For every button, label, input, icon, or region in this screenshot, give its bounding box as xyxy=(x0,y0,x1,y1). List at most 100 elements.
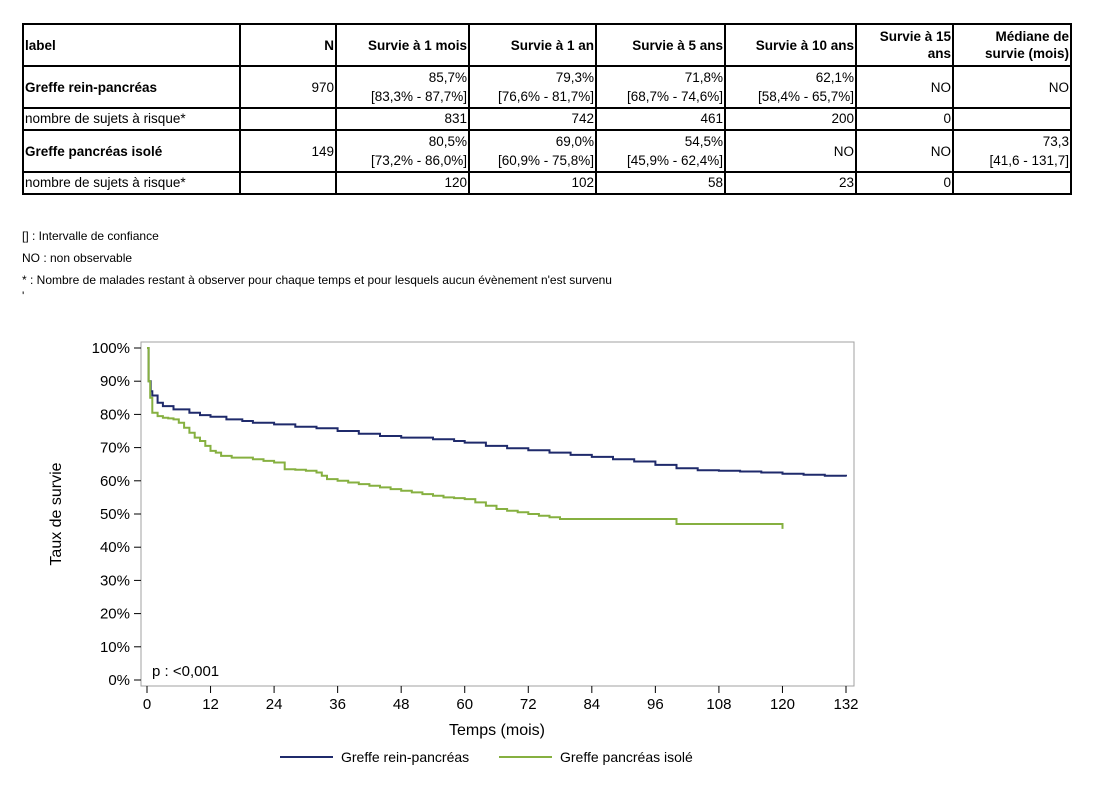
risk-cell: 200 xyxy=(724,107,857,131)
cell-ci: [58,4% - 65,7%] xyxy=(757,89,854,104)
cell-survie: 80,5% [73,2% - 86,0%] xyxy=(335,129,470,173)
cell-survie: 79,3% [76,6% - 81,7%] xyxy=(468,65,597,109)
risk-cell: 0 xyxy=(855,107,954,131)
risk-cell: 23 xyxy=(724,171,857,195)
cell-ci: [68,7% - 74,6%] xyxy=(626,89,723,104)
cell-value: 62,1% xyxy=(815,70,854,85)
note-no: NO : non observable xyxy=(22,251,133,265)
x-tick-label: 108 xyxy=(706,696,731,713)
header-mediane-survie: Médiane de survie (mois) xyxy=(952,23,1072,67)
plot-frame xyxy=(140,341,855,687)
y-tick-label: 40% xyxy=(100,539,130,556)
risk-cell: 0 xyxy=(855,171,954,195)
x-tick-label: 72 xyxy=(520,696,537,713)
risk-cell: 58 xyxy=(595,171,726,195)
table-notes: [] : Intervalle de confiance NO : non ob… xyxy=(22,225,612,303)
cell-ci: [83,3% - 87,7%] xyxy=(370,89,467,104)
survival-table: label N Survie à 1 mois Survie à 1 an Su… xyxy=(22,23,1072,195)
y-axis-title: Taux de survie xyxy=(48,462,65,565)
note-ci: [] : Intervalle de confiance xyxy=(22,229,159,243)
cell-ci: [76,6% - 81,7%] xyxy=(497,89,594,104)
cell-value: 80,5% xyxy=(428,134,467,149)
table-header-row: label N Survie à 1 mois Survie à 1 an Su… xyxy=(22,23,1072,67)
risk-cell: 461 xyxy=(595,107,726,131)
y-tick-label: 90% xyxy=(100,373,130,390)
row-n: 149 xyxy=(239,129,337,173)
x-tick-label: 36 xyxy=(329,696,346,713)
cell-ci: [45,9% - 62,4%] xyxy=(626,153,723,168)
x-tick-label: 96 xyxy=(647,696,664,713)
header-survie-1-mois: Survie à 1 mois xyxy=(335,23,470,67)
cell-ci: [41,6 - 131,7] xyxy=(989,153,1069,168)
y-tick-label: 30% xyxy=(100,572,130,589)
cell-value: 69,0% xyxy=(555,134,594,149)
note-risk: * : Nombre de malades restant à observer… xyxy=(22,273,612,287)
cell-survie: 69,0% [60,9% - 75,8%] xyxy=(468,129,597,173)
x-tick-label: 132 xyxy=(833,696,858,713)
row-label: Greffe pancréas isolé xyxy=(22,129,241,173)
cell-ci: [73,2% - 86,0%] xyxy=(370,153,467,168)
header-survie-15-ans: Survie à 15 ans xyxy=(855,23,954,67)
cell-survie: 71,8% [68,7% - 74,6%] xyxy=(595,65,726,109)
legend-label-1: Greffe pancréas isolé xyxy=(560,749,693,765)
cell-ci: [60,9% - 75,8%] xyxy=(497,153,594,168)
cell-survie: NO xyxy=(724,129,857,173)
risk-cell xyxy=(952,107,1072,131)
x-tick-label: 24 xyxy=(266,696,283,713)
y-axis: 0% 10% 20% 30% 40% 50% 60% 70% 80% 90% 100% xyxy=(92,340,141,689)
cell-value: 73,3 xyxy=(1042,134,1069,149)
risk-n-empty xyxy=(239,107,337,131)
x-tick-label: 84 xyxy=(583,696,600,713)
series-line-1 xyxy=(147,347,784,529)
x-tick-label: 120 xyxy=(770,696,795,713)
risk-cell: 120 xyxy=(335,171,470,195)
y-tick-label: 10% xyxy=(100,639,130,656)
header-survie-5-ans: Survie à 5 ans xyxy=(595,23,726,67)
row-n: 970 xyxy=(239,65,337,109)
header-label: label xyxy=(22,23,241,67)
y-tick-label: 80% xyxy=(100,406,130,423)
x-tick-label: 0 xyxy=(143,696,151,713)
table-row: Greffe rein-pancréas 970 85,7% [83,3% - 8… xyxy=(22,65,1072,109)
series-layer xyxy=(147,347,847,529)
cell-mediane: 73,3 [41,6 - 131,7] xyxy=(952,129,1072,173)
p-value-annotation: p : <0,001 xyxy=(152,663,219,680)
table-row: Greffe pancréas isolé 149 80,5% [73,2% - … xyxy=(22,129,1072,173)
y-tick-label: 70% xyxy=(100,440,130,457)
x-axis-title: Temps (mois) xyxy=(449,722,545,739)
risk-cell: 742 xyxy=(468,107,597,131)
risk-cell: 831 xyxy=(335,107,470,131)
y-tick-label: 50% xyxy=(100,506,130,523)
table-row: nombre de sujets à risque* 831 742 461 2… xyxy=(22,107,1072,131)
y-tick-label: 0% xyxy=(108,672,130,689)
risk-n-empty xyxy=(239,171,337,195)
cell-value: 85,7% xyxy=(428,70,467,85)
cell-value: 71,8% xyxy=(684,70,723,85)
risk-label: nombre de sujets à risque* xyxy=(22,107,241,131)
cell-value: 54,5% xyxy=(684,134,723,149)
x-tick-label: 48 xyxy=(393,696,410,713)
cell-survie: 85,7% [83,3% - 87,7%] xyxy=(335,65,470,109)
risk-label: nombre de sujets à risque* xyxy=(22,171,241,195)
y-tick-label: 60% xyxy=(100,473,130,490)
x-tick-label: 12 xyxy=(202,696,219,713)
cell-survie: NO xyxy=(855,65,954,109)
header-survie-1-an: Survie à 1 an xyxy=(468,23,597,67)
header-survie-10-ans: Survie à 10 ans xyxy=(724,23,857,67)
header-n: N xyxy=(239,23,337,67)
legend: Greffe rein-pancréas Greffe pancréas isol… xyxy=(280,749,693,765)
row-label: Greffe rein-pancréas xyxy=(22,65,241,109)
table-row: nombre de sujets à risque* 120 102 58 23… xyxy=(22,171,1072,195)
series-line-0 xyxy=(147,347,847,477)
cell-survie: NO xyxy=(855,129,954,173)
cell-survie: 62,1% [58,4% - 65,7%] xyxy=(724,65,857,109)
cell-value: 79,3% xyxy=(555,70,594,85)
risk-cell: 102 xyxy=(468,171,597,195)
x-axis: 0 12 24 36 48 60 72 84 96 108 120 132 xyxy=(143,686,859,713)
legend-label-0: Greffe rein-pancréas xyxy=(341,749,469,765)
note-stray-mark: ' xyxy=(22,289,25,303)
x-tick-label: 60 xyxy=(456,696,473,713)
y-tick-label: 20% xyxy=(100,606,130,623)
cell-survie: 54,5% [45,9% - 62,4%] xyxy=(595,129,726,173)
